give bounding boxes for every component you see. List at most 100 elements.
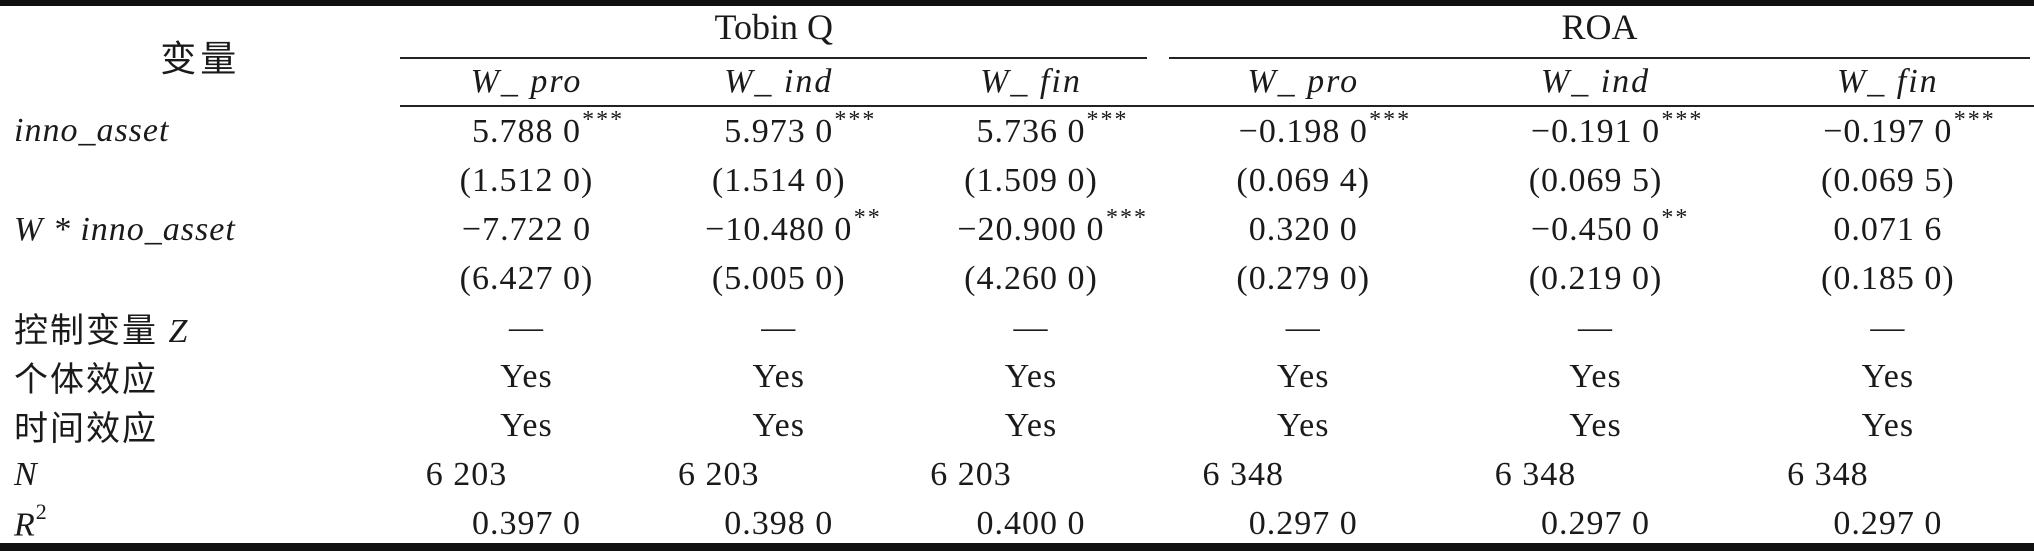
row-label: R2	[14, 498, 47, 544]
table-row-r-squared: R2 0.397 0 0.398 0 0.400 0 0.297 0 0.297…	[0, 498, 2034, 544]
significance-stars: ***	[1953, 106, 1996, 133]
table-cell: —	[1013, 308, 1049, 346]
subheader-cell: W_ fin	[1741, 59, 2034, 107]
table-cell: 0.297 0	[1248, 504, 1358, 542]
table-cell: —	[509, 308, 544, 346]
table-cell: (1.514 0)	[711, 161, 846, 199]
subheader-label: W_ pro	[470, 63, 583, 100]
table-cell: (6.427 0)	[459, 259, 594, 297]
table-cell: 6 348	[1202, 455, 1284, 493]
table-cell: 6 348	[1787, 455, 1869, 493]
subheader-cell: W_ pro	[1157, 59, 1450, 107]
table-row-observations: N 6 203 6 203 6 203 6 348 6 348 6 348	[0, 450, 2034, 499]
table-cell: 0.397 0	[472, 504, 581, 542]
table-cell: (4.260 0)	[964, 259, 1098, 297]
table-row-inno-asset-se: (1.512 0) (1.514 0) (1.509 0) (0.069 4) …	[0, 156, 2034, 205]
subheader-label: W_ fin	[1836, 63, 1939, 100]
table-row-individual-effects: 个体效应 Yes Yes Yes Yes Yes Yes	[0, 352, 2034, 401]
significance-stars: ***	[834, 106, 877, 133]
table-cell: −0.191 0 ***	[1530, 106, 1704, 150]
table-row-w-inno-asset-se: (6.427 0) (5.005 0) (4.260 0) (0.279 0) …	[0, 254, 2034, 303]
group-header-row: 变量 Tobin Q ROA	[0, 6, 2034, 79]
table-cell: —	[1578, 308, 1614, 346]
group-label-roa: ROA	[1169, 6, 2030, 59]
significance-stars: ***	[582, 106, 625, 133]
table-cell: −20.900 0 ***	[957, 204, 1149, 248]
table-cell: (0.219 0)	[1528, 259, 1663, 297]
table-cell: (0.185 0)	[1821, 259, 1955, 297]
table-row-control-variables: 控制变量 Z — — — — — —	[0, 303, 2034, 352]
subheader-label: W_ ind	[1540, 63, 1651, 100]
row-label: 个体效应	[14, 362, 158, 399]
table-cell: 6 203	[677, 455, 760, 493]
table-cell: 0.400 0	[976, 504, 1086, 542]
table-cell: −0.450 0 **	[1530, 204, 1690, 248]
table-cell: Yes	[500, 406, 553, 444]
table-cell: 6 203	[930, 455, 1012, 493]
table-cell: 5.788 0 ***	[472, 106, 625, 150]
significance-stars: ***	[1661, 106, 1704, 133]
row-label: 控制变量 Z	[14, 313, 189, 350]
row-label	[0, 254, 400, 303]
row-label: 时间效应	[14, 411, 158, 448]
table-cell: —	[761, 308, 797, 346]
table-cell: Yes	[1569, 357, 1622, 395]
subheader-label: W_ fin	[980, 63, 1082, 100]
significance-stars: **	[1661, 204, 1690, 231]
table-cell: 5.736 0 ***	[976, 106, 1129, 150]
significance-stars: **	[853, 204, 882, 231]
table-cell: (0.069 4)	[1236, 161, 1371, 199]
table-cell: 5.973 0 ***	[724, 106, 877, 150]
group-header-cell-tobinq: Tobin Q	[400, 6, 1157, 59]
table-cell: (0.069 5)	[1821, 161, 1955, 199]
significance-stars: ***	[1106, 204, 1149, 231]
subheader-row: W_ pro W_ ind W_ fin W_ pro W_ ind W_ fi…	[0, 59, 2034, 107]
significance-stars: ***	[1086, 106, 1129, 133]
table-cell: 0.297 0	[1833, 504, 1943, 542]
table-cell: Yes	[1861, 357, 1915, 395]
table-cell: 6 348	[1494, 455, 1577, 493]
subheader-label: W_ pro	[1247, 63, 1360, 100]
table-cell: (5.005 0)	[711, 259, 846, 297]
table-cell: 0.398 0	[724, 504, 834, 542]
table-cell: Yes	[500, 357, 553, 395]
table-cell: 0.297 0	[1541, 504, 1651, 542]
subheader-cell: W_ ind	[652, 59, 905, 107]
row-label: W * inno_asset	[14, 210, 236, 248]
table-cell: —	[1285, 308, 1321, 346]
table-cell: Yes	[1004, 406, 1058, 444]
significance-stars: ***	[1369, 106, 1412, 133]
row-label: inno_asset	[14, 112, 170, 149]
table-cell: Yes	[1569, 406, 1622, 444]
subheader-label: W_ ind	[724, 63, 834, 100]
table-cell: Yes	[1861, 406, 1915, 444]
table-cell: −0.197 0 ***	[1823, 106, 1996, 150]
row-label	[0, 156, 400, 205]
subheader-cell: W_ ind	[1449, 59, 1742, 107]
table-cell: (0.279 0)	[1236, 259, 1371, 297]
table-cell: 6 203	[425, 455, 508, 493]
table-cell: Yes	[1004, 357, 1058, 395]
group-label-tobinq: Tobin Q	[400, 6, 1148, 59]
table-cell: Yes	[752, 357, 805, 395]
row-label: N	[14, 455, 38, 493]
group-header-cell-roa: ROA	[1157, 6, 2034, 59]
table-row-time-effects: 时间效应 Yes Yes Yes Yes Yes Yes	[0, 401, 2034, 450]
table-row-w-inno-asset-coef: W * inno_asset −7.722 0 −10.480 0 ** −20.…	[0, 205, 2034, 254]
table-cell: 0.320 0	[1248, 210, 1358, 248]
table-cell: 0.071 6	[1833, 210, 1943, 248]
variable-column-header: 变量	[160, 39, 241, 79]
table-cell: Yes	[752, 406, 805, 444]
subheader-cell: W_ pro	[400, 59, 653, 107]
table-cell: −7.722 0	[461, 210, 592, 248]
table-cell: Yes	[1276, 357, 1330, 395]
table-cell: Yes	[1276, 406, 1330, 444]
table-cell: (0.069 5)	[1528, 161, 1663, 199]
regression-table: 变量 Tobin Q ROA W_ pro W_ ind W_ fin W_ p…	[0, 6, 2034, 544]
table-cell: (1.512 0)	[459, 161, 594, 199]
table-row-inno-asset-coef: inno_asset 5.788 0 *** 5.973 0 *** 5.736 0…	[0, 106, 2034, 156]
table-cell: −0.198 0 ***	[1238, 106, 1412, 150]
subheader-cell: W_ fin	[904, 59, 1158, 107]
table-cell: −10.480 0 **	[705, 204, 882, 248]
